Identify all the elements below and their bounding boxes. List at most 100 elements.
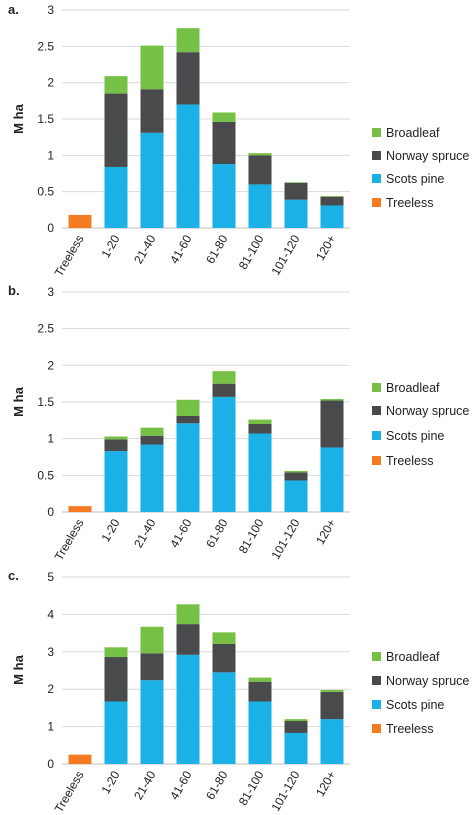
x-tick-label: 120+ xyxy=(313,769,339,799)
x-tick-label: 1-20 xyxy=(98,768,122,796)
bar-segment-norway-spruce xyxy=(320,400,344,448)
legend-swatch xyxy=(372,431,381,440)
y-tick-label: 0 xyxy=(47,757,54,771)
y-tick-label: 3 xyxy=(47,645,54,659)
y-axis-title: M ha xyxy=(11,654,26,684)
bar-segment-scots-pine xyxy=(104,451,128,512)
chart-panel-a: a. 0 0.5 1 1.5 2 2.5 3 M ha Treeless 1-20 21-40 41-6… xyxy=(8,2,469,279)
bar-segment-treeless xyxy=(68,506,92,512)
y-tick-label: 1.5 xyxy=(37,112,54,126)
x-tick-label: 1-20 xyxy=(98,516,122,544)
legend-swatch xyxy=(372,652,381,661)
legend-label: Broadleaf xyxy=(386,381,440,395)
legend-label: Norway spruce xyxy=(386,404,469,418)
y-tick-label: 2.5 xyxy=(37,39,54,53)
bar-segment-broadleaf xyxy=(140,427,164,436)
x-tick-label: 61-80 xyxy=(203,232,231,266)
bar-segment-norway-spruce xyxy=(320,196,344,206)
bar-segment-scots-pine xyxy=(284,199,308,228)
bar-segment-norway-spruce xyxy=(248,155,272,185)
legend-swatch xyxy=(372,151,381,160)
legend-label: Scots pine xyxy=(386,698,444,712)
bar-segment-norway-spruce xyxy=(104,657,128,702)
bar-segment-norway-spruce xyxy=(104,93,128,167)
x-tick-label: 81-100 xyxy=(236,516,267,556)
bar-segment-norway-spruce xyxy=(284,472,308,481)
legend-label: Norway spruce xyxy=(386,149,469,163)
y-tick-label: 1 xyxy=(47,432,54,446)
y-tick-label: 4 xyxy=(47,607,54,621)
bar-segment-broadleaf xyxy=(248,677,272,682)
legend-swatch xyxy=(372,676,381,685)
bar-segment-norway-spruce xyxy=(284,720,308,733)
x-tick-label: 120+ xyxy=(313,517,339,547)
bar-segment-scots-pine xyxy=(140,132,164,228)
bar-segment-broadleaf xyxy=(284,182,308,183)
y-tick-label: 0 xyxy=(47,505,54,519)
legend-label: Scots pine xyxy=(386,429,444,443)
y-tick-label: 3 xyxy=(47,285,54,299)
bar-segment-scots-pine xyxy=(320,447,344,512)
x-tick-label: Treeless xyxy=(52,517,87,563)
x-tick-label: 41-60 xyxy=(167,232,195,266)
x-tick-label: 101-120 xyxy=(268,232,302,277)
bar-segment-broadleaf xyxy=(212,632,236,644)
y-tick-label: 0.5 xyxy=(37,468,54,482)
bar-segment-scots-pine xyxy=(176,104,200,228)
legend-swatch xyxy=(372,174,381,183)
y-tick-label: 2.5 xyxy=(37,322,54,336)
bar-segment-scots-pine xyxy=(212,396,236,512)
legend-swatch xyxy=(372,456,381,465)
bar-segment-broadleaf xyxy=(140,45,164,90)
bar-segment-norway-spruce xyxy=(212,383,236,397)
legend-label: Scots pine xyxy=(386,172,444,186)
bar-segment-scots-pine xyxy=(320,205,344,228)
y-axis-title: M ha xyxy=(11,386,26,416)
bar-segment-broadleaf xyxy=(140,626,164,654)
x-tick-label: 81-100 xyxy=(236,232,267,272)
bar-segment-broadleaf xyxy=(212,112,236,122)
x-tick-label: 41-60 xyxy=(167,516,195,550)
bar-segment-norway-spruce xyxy=(248,424,272,434)
bar-segment-scots-pine xyxy=(248,184,272,228)
bar-segment-broadleaf xyxy=(284,719,308,721)
bar-segment-norway-spruce xyxy=(140,89,164,133)
bar-segment-treeless xyxy=(68,214,92,228)
x-tick-label: 21-40 xyxy=(131,232,159,266)
legend-swatch xyxy=(372,383,381,392)
x-tick-label: 61-80 xyxy=(203,516,231,550)
legend-swatch xyxy=(372,406,381,415)
bar-segment-scots-pine xyxy=(212,164,236,228)
legend-label: Broadleaf xyxy=(386,126,440,140)
bar-segment-scots-pine xyxy=(320,719,344,764)
bar-segment-norway-spruce xyxy=(176,624,200,655)
bar-segment-broadleaf xyxy=(104,436,128,440)
chart-panel-b: b. 0 0.5 1 1.5 2 2.5 3 M ha Treeless 1-20 21-40 41-6… xyxy=(8,283,469,563)
bar-segment-scots-pine xyxy=(176,654,200,764)
x-tick-label: 120+ xyxy=(313,233,339,263)
y-tick-label: 1.5 xyxy=(37,395,54,409)
y-tick-label: 0 xyxy=(47,221,54,235)
bar-segment-norway-spruce xyxy=(176,52,200,105)
legend-swatch xyxy=(372,198,381,207)
bar-segment-broadleaf xyxy=(284,470,308,473)
bar-segment-scots-pine xyxy=(176,423,200,512)
x-tick-label: 101-120 xyxy=(268,516,302,561)
bar-segment-norway-spruce xyxy=(248,681,272,702)
bar-segment-scots-pine xyxy=(104,166,128,228)
bar-segment-norway-spruce xyxy=(320,691,344,720)
bar-segment-norway-spruce xyxy=(284,182,308,200)
y-tick-label: 5 xyxy=(47,570,54,584)
y-tick-label: 0.5 xyxy=(37,185,54,199)
y-axis-title: M ha xyxy=(11,103,26,133)
bar-segment-broadleaf xyxy=(320,399,344,401)
y-tick-label: 1 xyxy=(47,720,54,734)
bar-segment-broadleaf xyxy=(248,419,272,424)
x-tick-label: 41-60 xyxy=(167,768,195,802)
bar-segment-norway-spruce xyxy=(140,435,164,445)
bar-segment-scots-pine xyxy=(212,672,236,764)
bar-segment-broadleaf xyxy=(176,399,200,416)
panel-label: b. xyxy=(8,283,20,298)
y-tick-label: 2 xyxy=(47,682,54,696)
